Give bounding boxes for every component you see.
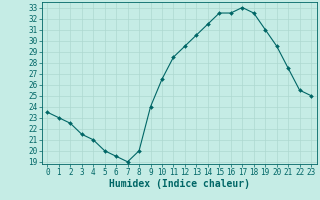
X-axis label: Humidex (Indice chaleur): Humidex (Indice chaleur)	[109, 179, 250, 189]
